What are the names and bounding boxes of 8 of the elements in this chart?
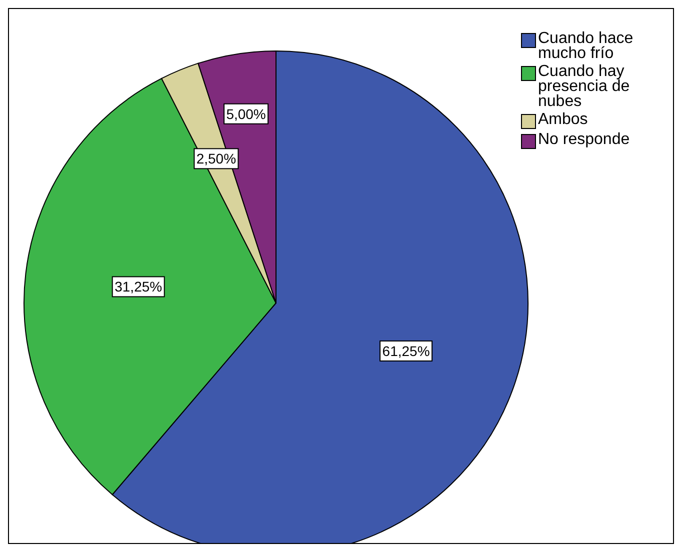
data-label: 31,25% [114,278,162,295]
data-label: 61,25% [382,342,430,359]
legend-label: Cuando hace mucho frío [538,30,634,62]
legend-label: No responde [538,131,630,148]
data-label: 5,00% [226,106,266,122]
legend-label: Cuando hay presencia de nubes [538,63,631,110]
data-label: 2,50% [196,150,236,167]
legend-label: Ambos [538,111,588,128]
